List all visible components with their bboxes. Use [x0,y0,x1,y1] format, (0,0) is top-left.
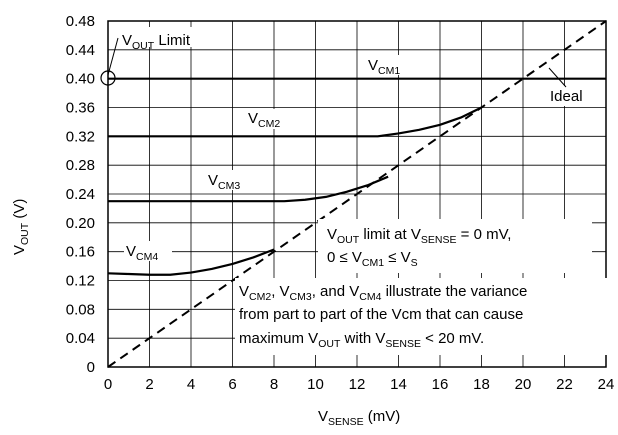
vcm3-label-bg [206,170,254,190]
y-tick-label: 0.48 [66,13,95,30]
x-tick-label: 22 [556,376,573,393]
vcm2-label-bg [246,109,294,129]
annotation-box-variance [235,278,609,355]
vcm1-label-bg [366,55,414,75]
y-axis-label: VOUT (V) [11,199,31,255]
vcm3-label: VCM3 [208,172,240,192]
annotation-box-vout-limit [318,219,592,273]
x-tick-label: 20 [515,376,532,393]
ideal-label-bg [548,86,592,106]
vcm4-label: VCM4 [126,243,158,263]
series-vcm4-line [107,248,275,276]
x-tick-label: 8 [270,376,278,393]
y-tick-label: 0.12 [66,273,95,290]
box1-line2: 0 ≤ VCM1 ≤ VS [327,249,418,269]
series-ideal-line [107,20,607,368]
tick-labels: 0 2 4 6 8 10 12 14 16 18 20 22 2400.040.080.120.160.… [66,13,615,393]
vout-limit-label-bg [119,27,229,47]
plot-frame [107,20,607,368]
x-tick-label: 14 [390,376,407,393]
series-vcm3-line [108,175,389,203]
vout-limit-leader [107,37,119,76]
box1-line1: VOUT limit at VSENSE = 0 mV, [327,226,511,246]
x-tick-label: 6 [228,376,236,393]
vout-limit-marker [100,70,116,86]
box2-line2: from part to part of the Vcm that can ca… [239,306,523,323]
x-tick-label: 16 [432,376,449,393]
y-tick-label: 0.08 [66,301,95,318]
x-tick-label: 10 [307,376,324,393]
y-tick-label: 0.20 [66,215,95,232]
y-tick-label: 0.44 [66,42,95,59]
box2-line1: VCM2, VCM3, and VCM4 illustrate the vari… [239,283,527,303]
series-vcm2-line [108,106,482,138]
box2-line3: maximum VOUT with VSENSE < 20 mV. [239,330,484,350]
y-tick-label: 0.40 [66,71,95,88]
vcm4-label-bg [124,241,172,261]
series-layer [107,20,607,368]
y-tick-label: 0.16 [66,244,95,261]
y-tick-label: 0.28 [66,157,95,174]
y-tick-label: 0.36 [66,100,95,117]
y-tick-label: 0.32 [66,128,95,145]
x-tick-label: 4 [187,376,195,393]
vcm2-label: VCM2 [248,110,280,130]
ideal-leader [548,67,567,88]
y-tick-label: 0.04 [66,330,95,347]
x-tick-label: 12 [349,376,366,393]
y-tick-label: 0.24 [66,186,95,203]
x-tick-label: 2 [145,376,153,393]
ideal-label: Ideal [550,88,583,105]
vout-limit-label: VOUT Limit [122,32,191,52]
x-tick-label: 0 [104,376,112,393]
x-tick-label: 24 [598,376,615,393]
y-tick-label: 0 [87,359,95,376]
x-axis-label: VSENSE (mV) [318,408,400,428]
x-tick-label: 18 [473,376,490,393]
vcm1-label: VCM1 [368,57,400,77]
